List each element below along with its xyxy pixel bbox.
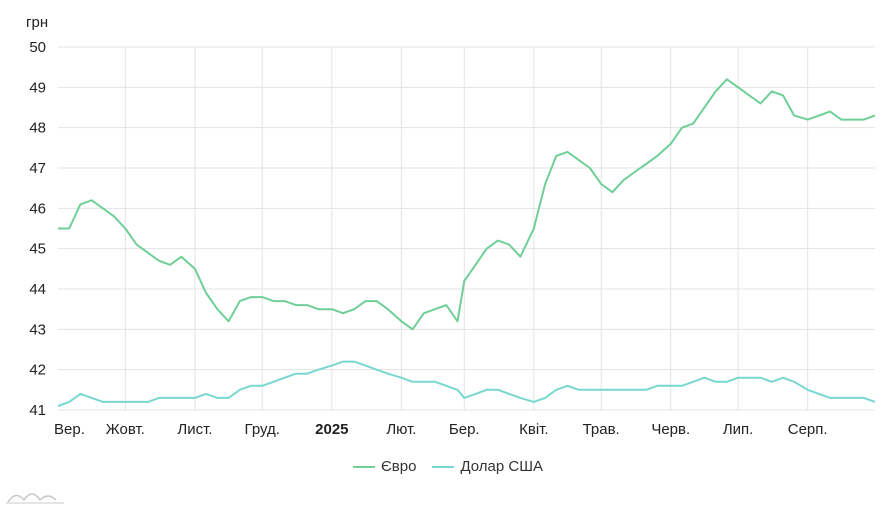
logo-mark-icon [6,493,64,504]
legend-item[interactable]: Долар США [432,458,543,475]
x-tick-label: Бер. [449,421,480,438]
x-tick-label: Трав. [583,421,620,438]
y-axis-label: грн [26,14,48,31]
legend-item[interactable]: Євро [353,458,416,475]
series-line-euro [58,78,876,331]
y-tick-label: 48 [29,120,46,137]
x-tick-label: Лип. [723,421,754,438]
x-tick-label: Серп. [788,421,828,438]
y-axis-ticks: 50 49 48 47 46 45 44 43 42 41 [29,39,46,419]
grid-lines [58,46,875,411]
legend: Євро Долар США [0,458,896,475]
y-tick-label: 46 [29,200,46,217]
y-tick-label: 47 [29,160,46,177]
y-tick-label: 41 [29,402,46,419]
x-tick-label: Черв. [651,421,690,438]
series-line-usd [57,360,876,407]
y-tick-label: 43 [29,321,46,338]
y-tick-label: 49 [29,79,46,96]
x-tick-label: 2025 [315,421,348,438]
x-axis-ticks: Вер. Жовт. Лист. Груд. 2025 Лют. Бер. Квіт. Трав… [54,421,828,438]
legend-label: Євро [381,458,417,475]
y-tick-label: 50 [29,39,46,56]
series-lines [57,78,876,407]
legend-label: Долар США [460,458,543,475]
x-tick-label: Жовт. [106,421,145,438]
x-tick-label: Лют. [386,421,416,438]
x-tick-label: Квіт. [519,421,548,438]
y-tick-label: 44 [29,281,46,298]
x-tick-label: Лист. [177,421,212,438]
y-tick-label: 45 [29,241,46,258]
legend-swatch [353,465,376,468]
legend-swatch [432,465,455,468]
y-tick-label: 42 [29,362,46,379]
x-tick-label: Груд. [245,421,280,438]
x-tick-label: Вер. [54,421,85,438]
